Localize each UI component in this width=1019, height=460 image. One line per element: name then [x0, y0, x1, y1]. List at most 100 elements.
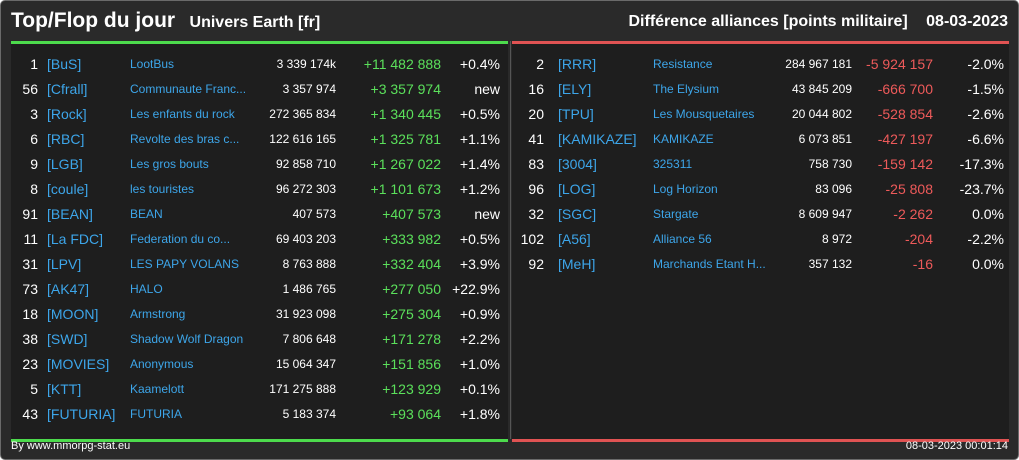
- flop-row: 32 [SGC] Stargate 8 609 947 -2 262 0.0%: [512, 202, 1009, 227]
- alliance-name-link[interactable]: Communaute Franc...: [130, 82, 247, 96]
- alliance-rank: 43: [22, 406, 38, 422]
- top-row: 1 [BuS] LootBus 3 339 174k +11 482 888 +0.4%: [11, 52, 508, 77]
- alliance-tag-link[interactable]: [A56]: [558, 231, 591, 247]
- alliance-tag-link[interactable]: [LPV]: [47, 256, 82, 272]
- alliance-points: 5 183 374: [282, 407, 336, 421]
- points-difference: +1 325 781: [370, 131, 441, 147]
- flop-row: 41 [KAMIKAZE] KAMIKAZE 6 073 851 -427 197 -6.…: [512, 127, 1009, 152]
- alliance-points: 6 073 851: [798, 132, 852, 146]
- alliance-tag-link[interactable]: [MOON]: [47, 306, 99, 322]
- alliance-tag-link[interactable]: [3004]: [558, 156, 597, 172]
- alliance-tag-link[interactable]: [SWD]: [47, 331, 88, 347]
- alliance-rank: 92: [528, 256, 544, 272]
- alliance-name-link[interactable]: Armstrong: [130, 307, 186, 321]
- alliance-tag-link[interactable]: [ELY]: [558, 81, 592, 97]
- percent-change: +1.4%: [459, 156, 500, 172]
- alliance-name-link[interactable]: Les enfants du rock: [130, 107, 235, 121]
- points-difference: -5 924 157: [866, 56, 933, 72]
- alliance-points: 20 044 802: [791, 107, 852, 121]
- alliance-name-link[interactable]: Kaamelott: [130, 382, 185, 396]
- alliance-points: 272 365 834: [269, 107, 336, 121]
- flop-row: 102 [A56] Alliance 56 8 972 -204 -2.2%: [512, 227, 1009, 252]
- alliance-tag-link[interactable]: [RBC]: [47, 131, 85, 147]
- alliance-name-link[interactable]: Resistance: [653, 57, 713, 71]
- points-difference: -204: [904, 231, 933, 247]
- alliance-tag-link[interactable]: [KTT]: [47, 381, 82, 397]
- alliance-tag-link[interactable]: [Cfrall]: [47, 81, 88, 97]
- alliance-rank: 32: [528, 206, 544, 222]
- alliance-name-link[interactable]: Alliance 56: [653, 232, 712, 246]
- alliance-name-link[interactable]: FUTURIA: [130, 407, 182, 421]
- alliance-name-link[interactable]: LES PAPY VOLANS: [130, 257, 239, 271]
- percent-change: +0.1%: [459, 381, 500, 397]
- source-credit: By www.mmorpg-stat.eu: [11, 440, 131, 452]
- alliance-name-link[interactable]: les touristes: [130, 182, 195, 196]
- percent-change: 0.0%: [972, 206, 1004, 222]
- footer-timestamp: 08-03-2023 00:01:14: [905, 440, 1008, 452]
- alliance-name-link[interactable]: Shadow Wolf Dragon: [130, 332, 244, 346]
- alliance-tag-link[interactable]: [RRR]: [558, 56, 597, 72]
- alliance-rank: 20: [528, 106, 544, 122]
- alliance-rank: 102: [520, 231, 544, 247]
- alliance-name-link[interactable]: Log Horizon: [653, 182, 718, 196]
- alliance-name-link[interactable]: Anonymous: [130, 357, 194, 371]
- top-row: 11 [La FDC] Federation du co... 69 403 203 +…: [11, 227, 508, 252]
- alliance-name-link[interactable]: BEAN: [130, 207, 163, 221]
- alliance-rank: 11: [23, 231, 38, 247]
- flop-row: 96 [LOG] Log Horizon 83 096 -25 808 -23.7%: [512, 177, 1009, 202]
- alliance-points: 15 064 347: [275, 357, 336, 371]
- top-row: 5 [KTT] Kaamelott 171 275 888 +123 929 +0.1%: [11, 377, 508, 402]
- points-difference: -159 142: [877, 156, 933, 172]
- alliance-tag-link[interactable]: [SGC]: [558, 206, 597, 222]
- alliance-rank: 96: [528, 181, 544, 197]
- alliance-rank: 56: [22, 81, 38, 97]
- alliance-name-link[interactable]: LootBus: [130, 57, 175, 71]
- alliance-name-link[interactable]: Stargate: [653, 207, 699, 221]
- alliance-tag-link[interactable]: [La FDC]: [47, 231, 104, 247]
- alliance-tag-link[interactable]: [LGB]: [47, 156, 83, 172]
- alliance-tag-link[interactable]: [MeH]: [558, 256, 596, 272]
- flop-list: 2 [RRR] Resistance 284 967 181 -5 924 157 -2.…: [512, 52, 1009, 277]
- alliance-name-link[interactable]: Revolte des bras c...: [130, 132, 240, 146]
- alliance-name-link[interactable]: Les gros bouts: [130, 157, 209, 171]
- points-difference: +1 340 445: [370, 106, 441, 122]
- alliance-tag-link[interactable]: [Rock]: [47, 106, 87, 122]
- alliance-rank: 31: [22, 256, 38, 272]
- points-difference: -2 262: [893, 206, 933, 222]
- alliance-tag-link[interactable]: [BEAN]: [47, 206, 93, 222]
- flop-row: 92 [MeH] Marchands Etant H... 357 132 -16 0.0…: [512, 252, 1009, 277]
- alliance-tag-link[interactable]: [MOVIES]: [47, 356, 110, 372]
- alliance-tag-link[interactable]: [LOG]: [558, 181, 596, 197]
- points-difference: +1 267 022: [370, 156, 441, 172]
- alliance-name-link[interactable]: KAMIKAZE: [653, 132, 714, 146]
- alliance-name-link[interactable]: HALO: [130, 282, 163, 296]
- header-right: Différence alliances [points militaire] …: [629, 13, 1009, 31]
- alliance-name-link[interactable]: 325311: [653, 157, 693, 171]
- percent-change: -2.6%: [967, 106, 1004, 122]
- top-row: 3 [Rock] Les enfants du rock 272 365 834 +1 …: [11, 102, 508, 127]
- alliance-rank: 41: [528, 131, 544, 147]
- alliance-tag-link[interactable]: [KAMIKAZE]: [558, 131, 637, 147]
- points-difference: +332 404: [382, 256, 441, 272]
- top-row: 56 [Cfrall] Communaute Franc... 3 357 974 +3…: [11, 77, 508, 102]
- top-row: 9 [LGB] Les gros bouts 92 858 710 +1 267 022…: [11, 152, 508, 177]
- points-difference: +93 064: [390, 406, 441, 422]
- alliance-name-link[interactable]: Marchands Etant H...: [653, 257, 766, 271]
- percent-change: -1.5%: [967, 81, 1004, 97]
- alliance-tag-link[interactable]: [coule]: [47, 181, 89, 197]
- points-difference: +333 982: [382, 231, 441, 247]
- alliance-name-link[interactable]: Les Mousquetaires: [653, 107, 755, 121]
- alliance-tag-link[interactable]: [FUTURIA]: [47, 406, 116, 422]
- alliance-rank: 5: [30, 381, 38, 397]
- flop-panel: 2 [RRR] Resistance 284 967 181 -5 924 157 -2.…: [512, 41, 1009, 442]
- alliance-rank: 23: [22, 356, 38, 372]
- top-row: 43 [FUTURIA] FUTURIA 5 183 374 +93 064 +1.8%: [11, 402, 508, 427]
- alliance-name-link[interactable]: Federation du co...: [130, 232, 231, 246]
- alliance-rank: 8: [30, 181, 38, 197]
- alliance-rank: 16: [528, 81, 544, 97]
- alliance-points: 3 357 974: [282, 82, 336, 96]
- alliance-tag-link[interactable]: [AK47]: [47, 281, 90, 297]
- alliance-tag-link[interactable]: [BuS]: [47, 56, 82, 72]
- alliance-name-link[interactable]: The Elysium: [653, 82, 720, 96]
- alliance-tag-link[interactable]: [TPU]: [558, 106, 594, 122]
